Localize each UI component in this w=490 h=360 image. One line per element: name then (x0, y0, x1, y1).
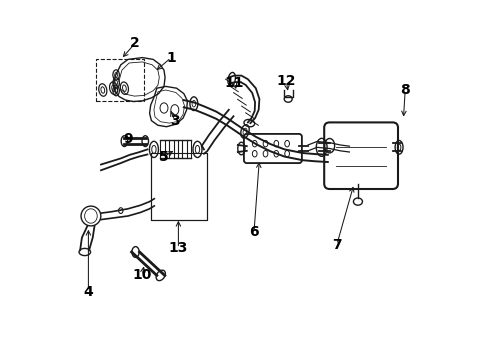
Text: 3: 3 (170, 114, 180, 127)
Text: 11: 11 (224, 76, 244, 90)
Text: 9: 9 (123, 132, 133, 145)
Bar (151, 153, 207, 220)
Text: 8: 8 (400, 83, 410, 97)
Text: 12: 12 (277, 74, 296, 88)
Text: 13: 13 (169, 242, 188, 255)
Text: 6: 6 (249, 225, 259, 239)
Text: 1: 1 (166, 51, 176, 64)
Text: 5: 5 (159, 150, 169, 163)
Bar (96, 59, 144, 101)
Text: 7: 7 (332, 238, 342, 252)
Text: 4: 4 (83, 285, 93, 298)
Text: 10: 10 (133, 269, 152, 282)
Text: 2: 2 (130, 36, 140, 50)
